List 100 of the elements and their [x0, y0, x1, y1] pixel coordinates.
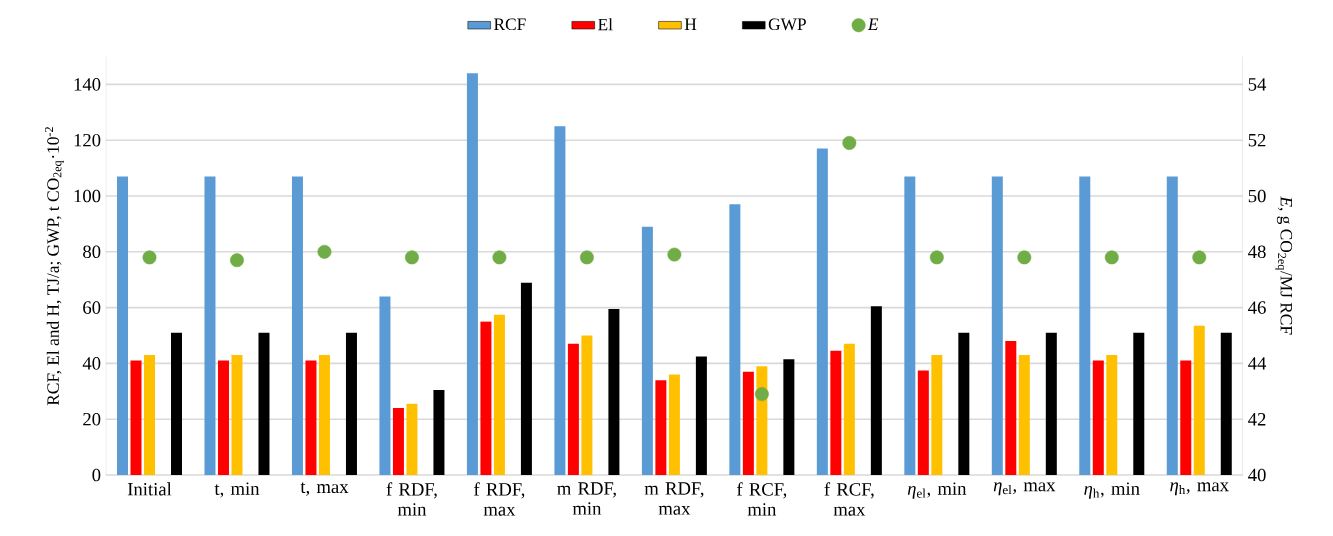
- bar: [870, 306, 882, 475]
- y-tick-label: 120: [74, 133, 101, 147]
- legend-label: GWP: [768, 18, 806, 31]
- bar: [1193, 325, 1205, 475]
- bar: [991, 176, 1003, 475]
- x-tick-label: f RDF, min: [386, 482, 437, 516]
- bar: [217, 360, 229, 475]
- bar: [1166, 176, 1178, 475]
- bar: [1005, 341, 1017, 475]
- bar: [931, 355, 943, 475]
- bar: [742, 371, 754, 475]
- point: [842, 136, 857, 150]
- y2-tick-label: 54: [1248, 78, 1267, 91]
- point: [1104, 250, 1119, 265]
- x-tick-label: t, min: [214, 482, 260, 498]
- bar: [493, 314, 505, 475]
- bar: [581, 335, 593, 475]
- y-tick-label: 40: [82, 357, 101, 370]
- bar: [1220, 332, 1232, 475]
- bar: [520, 282, 532, 475]
- bar: [345, 332, 357, 475]
- bar: [231, 355, 243, 475]
- bar: [1180, 360, 1192, 475]
- bar: [318, 355, 330, 475]
- legend-label: RCF: [494, 18, 526, 31]
- x-tick-label: η$_{h}$, min: [1084, 482, 1140, 499]
- y2-tick-label: 44: [1248, 357, 1267, 370]
- bar: [291, 176, 303, 475]
- point: [1017, 250, 1032, 265]
- y-tick-label: 80: [83, 245, 101, 259]
- point: [142, 250, 157, 265]
- bar: [406, 403, 418, 475]
- bar: [655, 380, 667, 475]
- y-tick-label: 0: [92, 468, 101, 482]
- x-tick-label: η$_{h}$, max: [1170, 482, 1229, 496]
- bar: [641, 226, 653, 475]
- point: [405, 250, 419, 265]
- bar: [433, 389, 445, 475]
- bar: [144, 355, 155, 475]
- point: [754, 387, 769, 402]
- bar: [117, 176, 128, 475]
- point: [317, 244, 332, 259]
- x-tick-label: t, max: [300, 482, 349, 496]
- legend-label: E: [867, 18, 879, 30]
- bar: [1079, 176, 1091, 475]
- legend-label: El: [598, 18, 613, 31]
- x-tick-label: m RDF, max: [644, 482, 704, 515]
- bar: [1045, 332, 1057, 475]
- bar: [830, 350, 842, 475]
- y2-tick-label: 42: [1248, 413, 1266, 426]
- y2-tick-label: 52: [1248, 133, 1266, 147]
- bar: [904, 176, 916, 475]
- y-tick-label: 20: [83, 412, 101, 426]
- bar: [567, 343, 579, 475]
- bar: [1092, 360, 1104, 475]
- y2-tick-label: 40: [1248, 468, 1266, 482]
- y-axis-title: RCF, El and H, TJ/a; GWP, t CO$_{2eq}$·10$^{-2}$: [44, 127, 64, 406]
- x-tick-label: f RCF, min: [736, 482, 787, 516]
- bar: [917, 370, 929, 475]
- point: [667, 247, 682, 262]
- x-tick-label: f RCF, max: [824, 482, 874, 516]
- x-tick-label: Initial: [127, 482, 172, 496]
- bar: [783, 359, 795, 475]
- bar: [466, 73, 478, 475]
- point: [1192, 250, 1207, 265]
- bar: [305, 360, 317, 475]
- y-tick-label: 100: [74, 189, 101, 203]
- bar: [729, 204, 741, 475]
- point: [230, 253, 244, 268]
- point: [492, 250, 507, 265]
- y2-tick-label: 46: [1248, 301, 1266, 314]
- bar: [130, 360, 142, 475]
- bar: [1133, 332, 1145, 475]
- y2-tick-label: 50: [1248, 189, 1266, 203]
- bar: [668, 374, 680, 475]
- x-tick-label: f RDF, max: [474, 482, 525, 516]
- bar: [816, 148, 828, 475]
- y2-tick-label: 48: [1248, 245, 1266, 259]
- point: [929, 250, 944, 265]
- x-tick-label: η$_{el}$, min: [907, 482, 967, 499]
- bar: [379, 296, 391, 475]
- y2-axis-title: E, g CO$_{2eq}$/MJ RCF: [1275, 196, 1293, 335]
- x-tick-label: η$_{el}$, max: [993, 482, 1056, 496]
- bar: [958, 332, 970, 475]
- bar: [608, 309, 620, 475]
- bar: [204, 176, 216, 475]
- point: [579, 250, 594, 265]
- bar: [1106, 355, 1118, 475]
- bar: [171, 332, 182, 475]
- bar: [258, 332, 270, 475]
- bar: [480, 321, 492, 475]
- bar: [695, 356, 707, 475]
- bar: [554, 126, 566, 475]
- bar: [1018, 355, 1030, 475]
- bar: [843, 343, 855, 475]
- y-tick-label: 60: [83, 301, 101, 314]
- bar: [392, 408, 404, 475]
- y-tick-label: 140: [74, 78, 101, 91]
- x-tick-label: m RDF, min: [557, 482, 616, 515]
- legend-label: H: [684, 18, 697, 30]
